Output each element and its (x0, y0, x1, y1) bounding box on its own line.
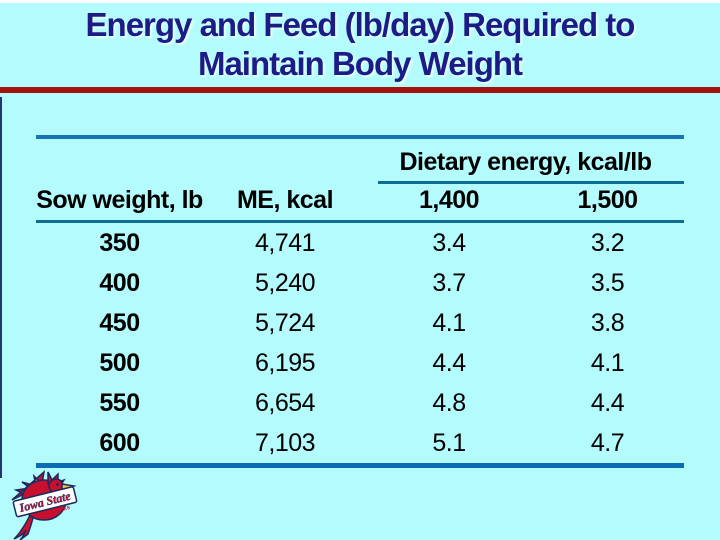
cell-sow-weight: 550 (99, 389, 140, 417)
table-row: 400 5,240 3.7 3.5 (36, 263, 684, 303)
cell-me-kcal: 4,741 (254, 229, 316, 257)
cell-energy-1400: 4.4 (432, 349, 466, 377)
slide-title-line2: Maintain Body Weight (197, 45, 523, 82)
slide-left-edge-line (0, 97, 2, 478)
column-header-me-kcal: ME, kcal (236, 186, 334, 214)
cell-energy-1400: 5.1 (432, 429, 466, 457)
cell-sow-weight: 400 (99, 269, 140, 297)
table-row: 550 6,654 4.8 4.4 (36, 383, 684, 423)
slide-top-edge (0, 0, 720, 3)
group-header-underline (378, 181, 684, 184)
cell-sow-weight: 500 (99, 349, 140, 377)
cell-energy-1400: 4.8 (432, 389, 466, 417)
cell-energy-1500: 4.4 (590, 389, 625, 417)
table-body: 350 4,741 3.4 3.2 400 5,240 3.7 3.5 450 … (36, 223, 684, 463)
column-header-sow-weight: Sow weight, lb (36, 186, 203, 214)
table-row: 600 7,103 5.1 4.7 (36, 423, 684, 463)
slide-title: Energy and Feed (lb/day) Required to Mai… (0, 5, 720, 83)
cell-energy-1400: 3.7 (432, 269, 466, 297)
table-row: 450 5,724 4.1 3.8 (36, 303, 684, 343)
cell-me-kcal: 6,654 (254, 389, 316, 417)
cell-energy-1400: 4.1 (432, 309, 466, 337)
cell-me-kcal: 5,240 (254, 269, 316, 297)
column-header-1500: 1,500 (577, 186, 638, 214)
cell-energy-1500: 3.5 (590, 269, 625, 297)
cell-me-kcal: 7,103 (254, 429, 316, 457)
table-header-rule (36, 220, 684, 223)
energy-feed-table: Dietary energy, kcal/lb Sow weight, lb M… (36, 135, 684, 468)
table-row: 350 4,741 3.4 3.2 (36, 223, 684, 263)
slide-title-line1: Energy and Feed (lb/day) Required to (85, 6, 636, 43)
table-row: 500 6,195 4.4 4.1 (36, 343, 684, 383)
table-top-rule (36, 135, 684, 139)
cell-energy-1500: 4.1 (590, 349, 625, 377)
cell-me-kcal: 5,724 (254, 309, 316, 337)
group-header-dietary-energy: Dietary energy, kcal/lb (399, 148, 652, 176)
cell-sow-weight: 450 (99, 309, 140, 337)
cell-sow-weight: 350 (99, 229, 140, 257)
column-header-1400: 1,400 (418, 186, 480, 214)
cell-energy-1500: 3.2 (590, 229, 625, 257)
table-header: Dietary energy, kcal/lb Sow weight, lb M… (36, 139, 684, 220)
iowa-state-cyclones-logo-icon: Iowa State CYCLONES (11, 470, 78, 540)
table-bottom-rule (36, 463, 684, 468)
cell-energy-1500: 3.8 (590, 309, 625, 337)
title-underline (0, 87, 720, 93)
cell-energy-1400: 3.4 (432, 229, 466, 257)
column-header-row: Sow weight, lb ME, kcal 1,400 1,500 (36, 181, 684, 220)
cell-sow-weight: 600 (99, 429, 140, 457)
cell-energy-1500: 4.7 (590, 429, 625, 457)
cell-me-kcal: 6,195 (254, 349, 316, 377)
